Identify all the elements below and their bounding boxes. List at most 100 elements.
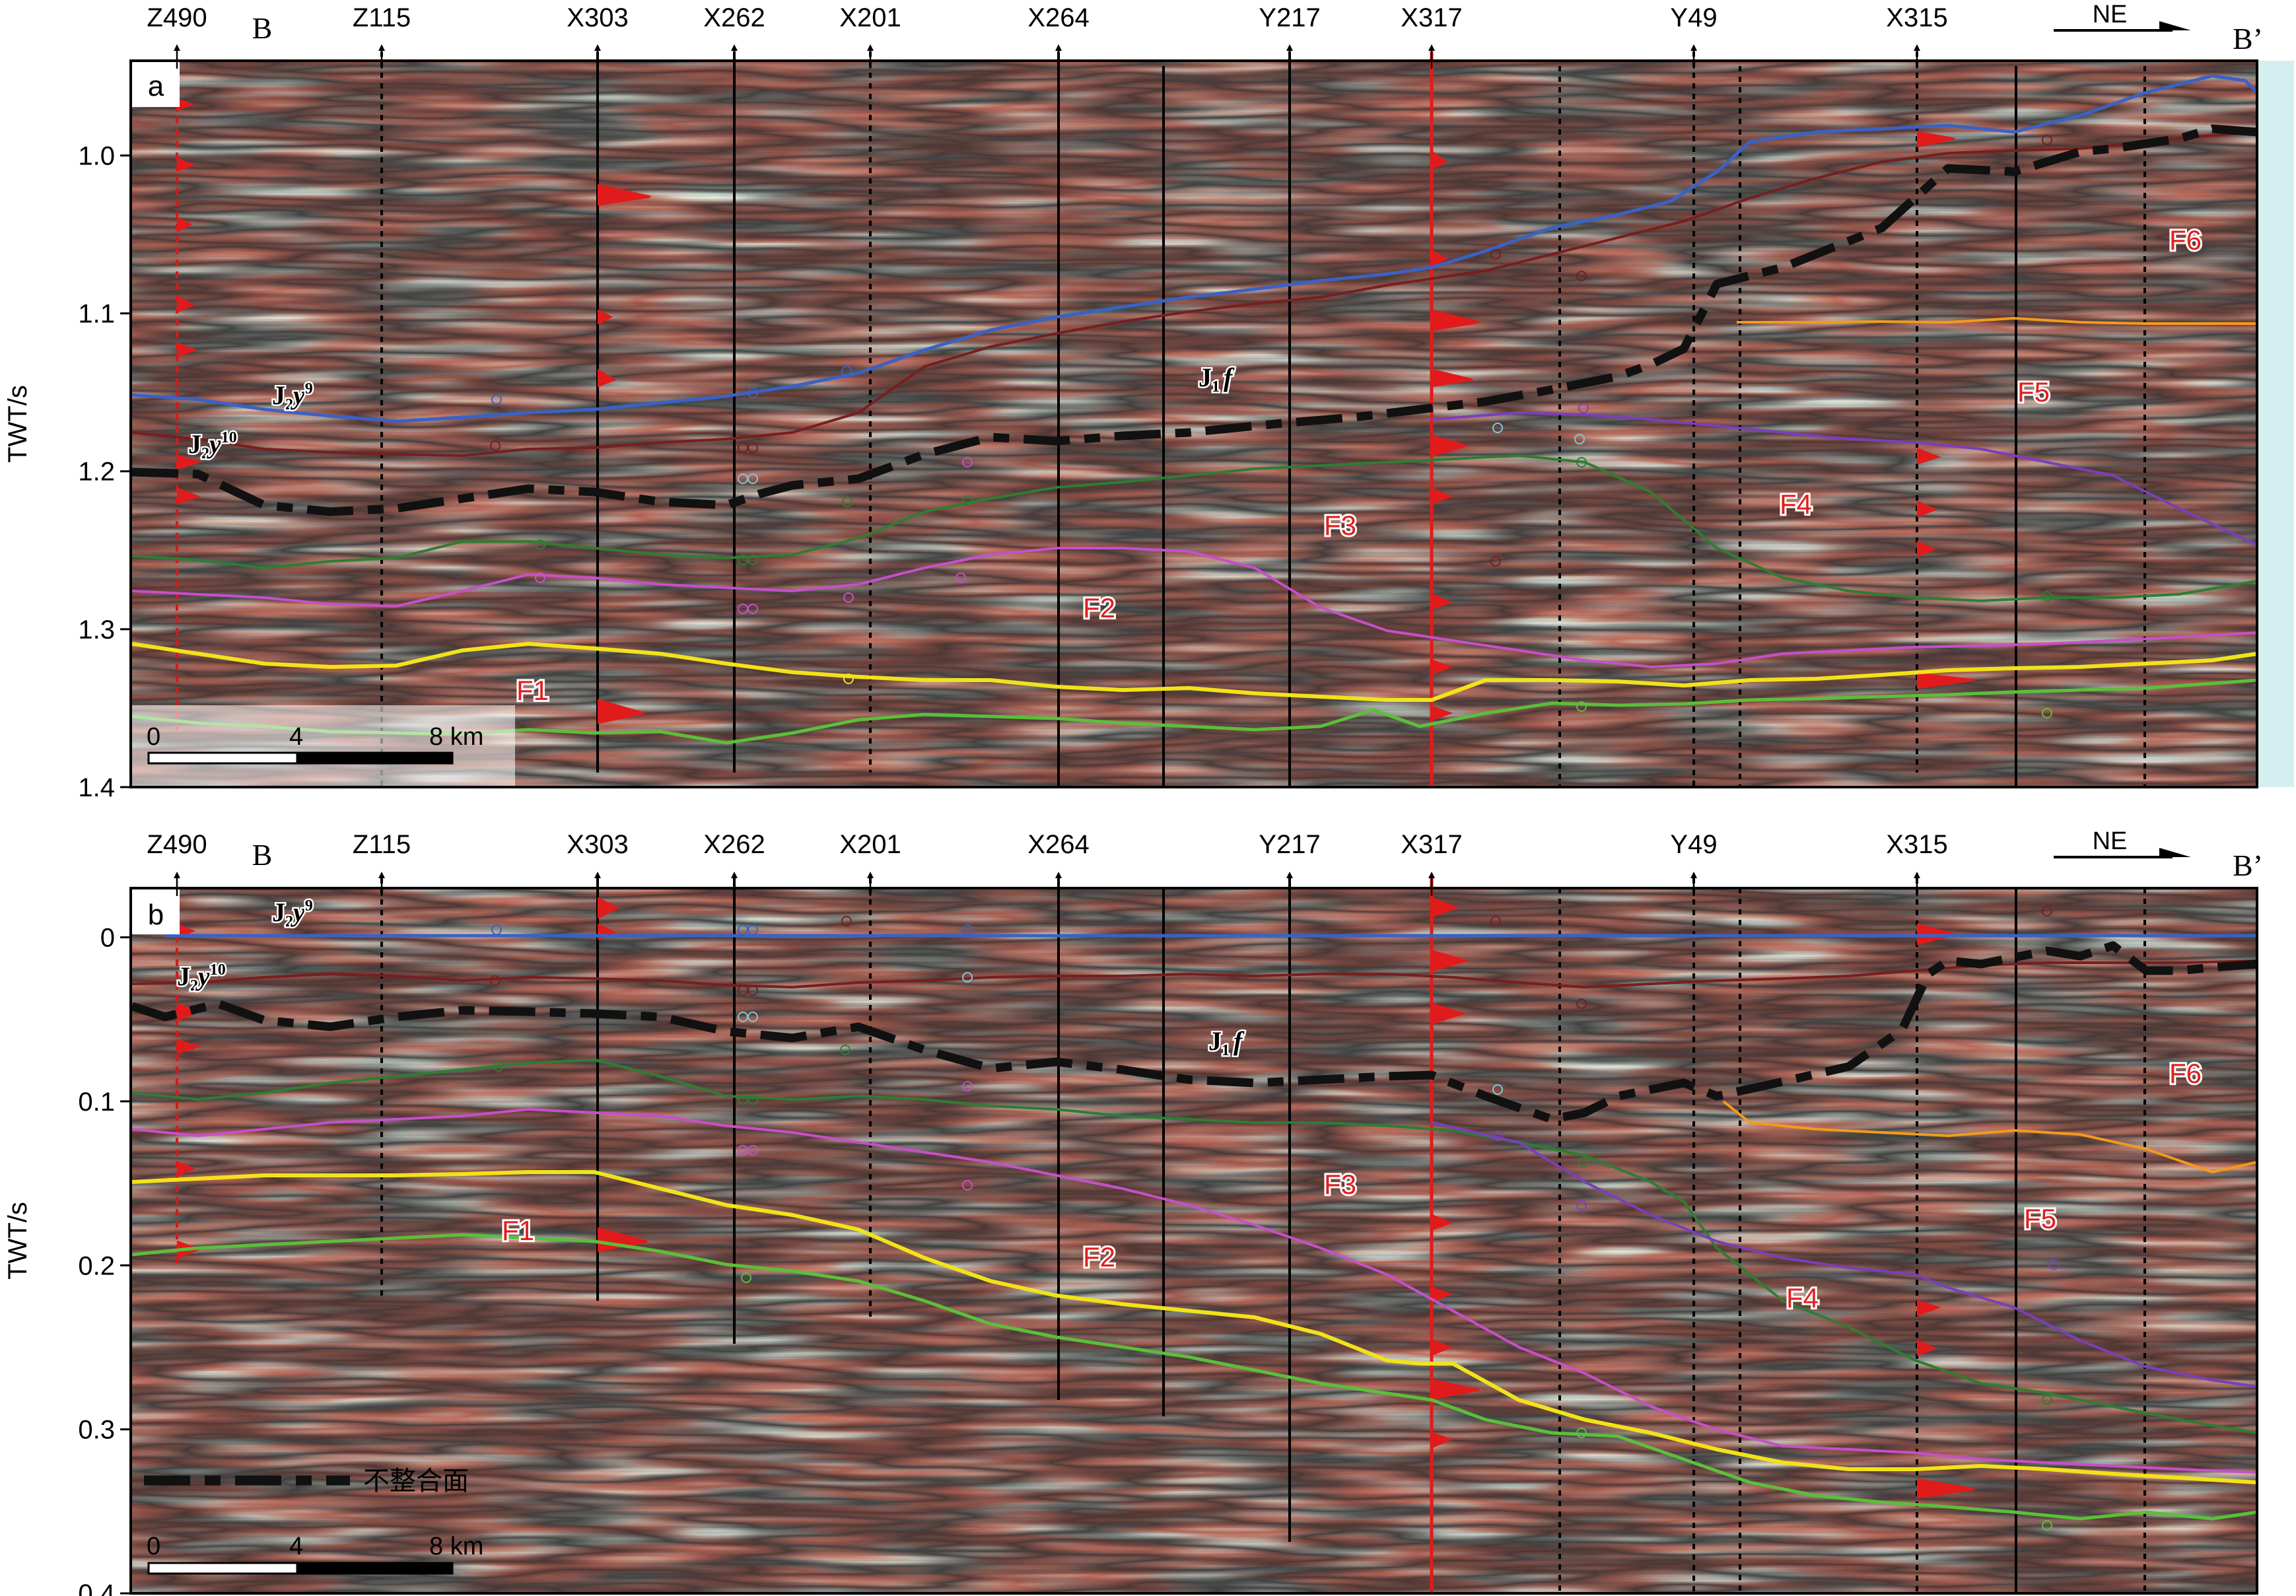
unconformity-j1f-b: [131, 941, 2258, 1124]
legend-unconformity-label: 不整合面: [363, 1467, 469, 1496]
well-label-x264-a: X264: [1027, 3, 1089, 32]
axis-tick-label-b-2: 0.2: [78, 1251, 115, 1280]
horizon-magenta-a: [131, 547, 2258, 668]
axis-title-a: TWT/s: [3, 385, 32, 463]
axis-title-b: TWT/s: [3, 1202, 32, 1280]
panel-b-markers: [490, 906, 2059, 1531]
well-label-z115-b: Z115: [353, 830, 411, 859]
facies-label-f2-a: F2: [1083, 592, 1115, 623]
horizon-dark-green-b: [131, 1058, 2258, 1434]
well-label-x315-b: X315: [1886, 830, 1947, 859]
facies-label-f4-a: F4: [1780, 489, 1812, 520]
horizon-label-j2y10-b: J2y10: [177, 961, 226, 994]
panel-b-wells: [176, 878, 2146, 1593]
well-label-x262-a: X262: [703, 3, 765, 32]
well-label-y49-b: Y49: [1670, 830, 1717, 859]
well-label-x201-a: X201: [839, 3, 901, 32]
well-label-x303-b: X303: [567, 830, 628, 859]
panel-a: a F1 F2 F3 F4 F5 F6 J2y9 J2y10 J1 f: [129, 52, 2294, 788]
section-start-b: B: [252, 838, 273, 872]
horizon-j2y9-a: [131, 74, 2258, 423]
horizon-purple-b: [1431, 1121, 2258, 1388]
facies-label-f6-a: F6: [2169, 225, 2202, 256]
well-label-x264-b: X264: [1027, 830, 1089, 859]
facies-label-f4-b: F4: [1786, 1282, 1819, 1313]
axis-tick-label-a-2: 1.2: [78, 458, 115, 487]
facies-label-f5-b: F5: [2024, 1203, 2056, 1234]
axis-tick-label-a-0: 1.0: [78, 141, 115, 170]
well-label-y217-b: Y217: [1259, 830, 1320, 859]
horizon-yellow-b: [131, 1170, 2258, 1484]
panel-a-label: a: [148, 70, 164, 102]
well-label-x317-b: X317: [1401, 830, 1462, 859]
well-label-z490-a: Z490: [147, 3, 207, 32]
panel-b-horizons: [131, 934, 2258, 1521]
direction-label-b: NE: [2093, 827, 2128, 855]
horizon-purple-a: [1431, 411, 2258, 546]
horizon-j2y10-a: [131, 131, 2258, 457]
panel-b: b F1 F2 F3 F4 F5 F6 J2y9 J2y10 J1 f 不整合面: [129, 878, 2258, 1595]
well-label-x201-b: X201: [839, 830, 901, 859]
well-label-x262-b: X262: [703, 830, 765, 859]
section-end-b: B’: [2233, 849, 2263, 882]
panel-b-frame: [129, 887, 2258, 1595]
scale-tick-8-b: 8 km: [429, 1533, 483, 1560]
axis-tick-label-b-1: 0.1: [78, 1088, 115, 1117]
facies-label-f3-b: F3: [1324, 1169, 1356, 1200]
facies-label-f2-b: F2: [1083, 1241, 1115, 1272]
dynamic-annotations: 1.0 1.1 1.2 1.3 1.4 TWT/s Z490 Z115 X303 X262 X201…: [3, 1, 2263, 1596]
panel-b-label-box: [132, 889, 180, 934]
facies-label-f1-b: F1: [502, 1215, 534, 1246]
scale-tick-4-b: 4: [289, 1533, 303, 1560]
panel-a-right-margin: [2257, 61, 2294, 787]
panel-b-label: b: [148, 899, 164, 931]
well-label-x315-a: X315: [1886, 3, 1947, 32]
horizon-light-green-b: [131, 1233, 2258, 1521]
facies-label-f3-a: F3: [1324, 510, 1356, 541]
axis-tick-label-a-1: 1.1: [78, 300, 115, 329]
panel-a-frame: [129, 59, 2258, 788]
panel-b-seismic: [131, 888, 2257, 1593]
panel-a-markers: [490, 135, 2052, 718]
unconformity-j1f-a: [131, 124, 2258, 516]
scale-tick-0-a: 0: [147, 723, 160, 751]
horizon-label-j1f-b: J1 f: [1208, 1026, 1245, 1059]
panel-a-seismic: [131, 61, 2257, 787]
panel-b-scale-bar: 0 4 8 km: [147, 1533, 483, 1575]
unconformity-legend: 不整合面: [144, 1467, 469, 1496]
scale-tick-4-a: 4: [289, 723, 303, 751]
panel-a-scale-bar: 0 4 8 km: [132, 705, 515, 786]
well-label-x317-a: X317: [1401, 3, 1462, 32]
horizon-label-j2y9-b: J2y9: [272, 897, 313, 930]
well-label-y217-a: Y217: [1259, 3, 1320, 32]
scale-tick-0-b: 0: [147, 1533, 160, 1560]
well-label-x303-a: X303: [567, 3, 628, 32]
axis-tick-label-a-4: 1.4: [78, 773, 115, 802]
section-end-a: B’: [2233, 22, 2263, 55]
scale-tick-8-a: 8 km: [429, 723, 483, 751]
horizon-magenta-b: [131, 1108, 2258, 1474]
panel-a-horizons: [131, 74, 2258, 745]
axis-tick-label-b-4: 0.4: [78, 1579, 115, 1596]
axis-tick-label-a-3: 1.3: [78, 615, 115, 644]
section-start-a: B: [252, 11, 273, 45]
facies-label-f1-a: F1: [516, 675, 549, 706]
well-label-y49-a: Y49: [1670, 3, 1717, 32]
axis-tick-label-b-3: 0.3: [78, 1416, 115, 1445]
direction-label-a: NE: [2093, 1, 2128, 28]
panel-a-label-box: [132, 62, 180, 107]
facies-label-f5-a: F5: [2017, 376, 2050, 407]
direction-arrow-head-a: [2159, 21, 2191, 30]
horizon-orange-b: [1722, 1100, 2258, 1173]
horizon-dark-green-a: [131, 454, 2258, 602]
well-label-z115-a: Z115: [353, 3, 411, 32]
well-label-z490-b: Z490: [147, 830, 207, 859]
horizon-orange-a: [1737, 317, 2257, 325]
horizon-yellow-a: [131, 642, 2258, 702]
facies-label-f6-b: F6: [2169, 1058, 2202, 1089]
horizon-label-j1f-a: J1 f: [1199, 363, 1235, 396]
direction-arrow-head-b: [2159, 848, 2191, 857]
horizon-j2y10-b: [131, 959, 2258, 989]
axis-tick-label-b-0: 0: [100, 924, 115, 953]
